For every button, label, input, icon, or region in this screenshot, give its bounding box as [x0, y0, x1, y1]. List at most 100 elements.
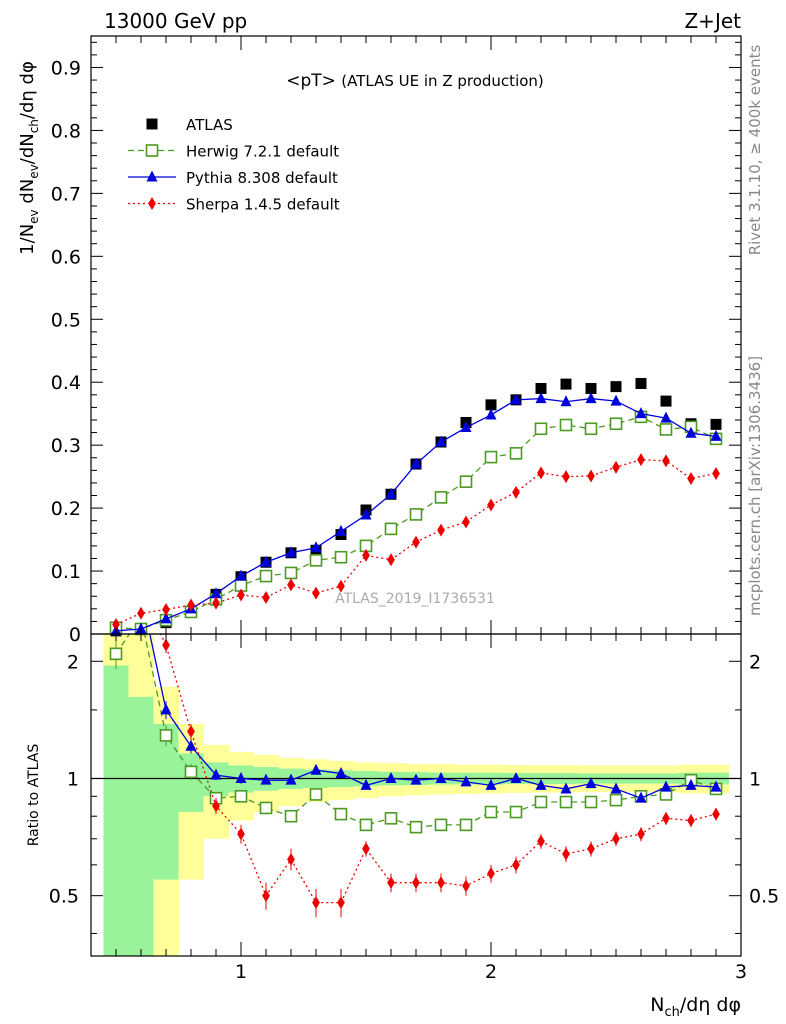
ratio-point: [235, 771, 247, 783]
data-point: [609, 417, 623, 431]
ratio-point: [412, 876, 420, 890]
y-tick-label: 0.5: [51, 309, 81, 331]
data-point: [537, 466, 545, 480]
ratio-point: [460, 775, 472, 787]
ratio-point: [312, 896, 320, 910]
data-point: [687, 472, 695, 486]
ratio-point: [259, 801, 273, 815]
ratio-point: [237, 827, 245, 841]
inner-band-bin: [153, 724, 179, 880]
rivet-label: Rivet 3.1.10, ≥ 400k events: [746, 45, 764, 256]
main-plot-marks: [109, 377, 723, 637]
x-tick-label: 2: [485, 961, 497, 983]
inner-band-bin: [128, 696, 154, 956]
data-point: [385, 487, 397, 499]
data-point: [610, 394, 622, 406]
data-point: [160, 612, 172, 624]
legend-marker: [146, 170, 158, 182]
ratio-point: [162, 638, 170, 652]
data-point: [437, 523, 445, 537]
legend-marker: [148, 197, 156, 210]
data-point: [384, 522, 398, 536]
legend: ATLAS Herwig 7.2.1 default Pythia 8.308 de…: [128, 116, 340, 214]
data-point: [534, 422, 548, 436]
series-sherpa-1-4-5-default: [112, 453, 720, 632]
data-point: [585, 383, 597, 395]
ratio-point: [610, 782, 622, 794]
ratio-plot-marks: [109, 586, 723, 918]
ratio-point: [409, 820, 423, 834]
ratio-point: [284, 809, 298, 823]
y-tick-label: 0.3: [51, 435, 81, 457]
data-point: [487, 498, 495, 512]
ratio-point: [309, 788, 323, 801]
header-left: 13000 GeV pp: [104, 9, 247, 33]
ratio-y-tick-label-right: 0.5: [749, 886, 779, 908]
data-point: [585, 392, 597, 404]
x-tick-label: 3: [735, 961, 747, 983]
inner-band-bin: [178, 753, 204, 813]
legend-entry-herwig-7-2-1-default: Herwig 7.2.1 default: [128, 143, 339, 161]
y-tick-label: 0.4: [51, 372, 81, 394]
data-point: [662, 454, 670, 468]
ratio-point: [459, 818, 473, 832]
main-y-axis-label: 1/Nev dNev/dNch/dη dφ: [17, 61, 41, 255]
data-point: [235, 569, 247, 581]
ratio-y-axis-label: Ratio to ATLAS: [26, 744, 42, 847]
legend-entry-sherpa-1-4-5-default: Sherpa 1.4.5 default: [128, 196, 340, 214]
ratio-point: [512, 858, 520, 872]
data-point: [285, 546, 297, 558]
legend-marker: [145, 144, 159, 157]
source-label: mcplots.cern.ch [arXiv:1306.3436]: [746, 356, 764, 616]
ratio-point: [662, 811, 670, 825]
series-pythia-8-308-default: [110, 392, 722, 636]
legend-label: ATLAS: [186, 116, 233, 134]
ratio-point: [434, 818, 448, 832]
ratio-point: [584, 795, 598, 809]
ratio-y-tick-label: 0.5: [49, 886, 79, 908]
ratio-point: [136, 586, 147, 597]
data-point: [660, 411, 672, 423]
data-point: [287, 578, 295, 592]
ratio-uncertainty-bands: [103, 634, 729, 956]
ratio-point: [660, 780, 672, 792]
data-point: [284, 566, 298, 580]
legend-entry-atlas: ATLAS: [146, 116, 233, 134]
ratio-point: [585, 777, 597, 789]
data-point: [584, 422, 598, 436]
ratio-point: [710, 780, 722, 792]
ratio-point: [685, 778, 697, 790]
data-point: [412, 535, 420, 549]
ratio-point: [184, 765, 198, 779]
ratio-point: [510, 771, 522, 783]
legend-label: Herwig 7.2.1 default: [186, 143, 339, 161]
data-point: [310, 541, 322, 553]
ratio-point: [360, 778, 372, 790]
data-point: [560, 395, 572, 407]
data-point: [637, 453, 645, 467]
x-axis-label: Nch/dη dφ: [650, 994, 741, 1020]
data-point: [560, 378, 572, 390]
ratio-point: [260, 773, 272, 785]
data-point: [262, 590, 270, 604]
data-point: [559, 418, 573, 432]
y-tick-label: 0.8: [51, 120, 81, 142]
ratio-point: [310, 763, 322, 775]
ratio-point: [387, 876, 395, 890]
data-point: [334, 550, 348, 564]
ratio-point: [187, 725, 195, 739]
y-tick-label: 0.7: [51, 183, 81, 205]
ratio-point: [185, 739, 197, 751]
ratio-point: [362, 842, 370, 856]
ratio-point: [637, 827, 645, 841]
ratio-point: [210, 768, 222, 780]
y-tick-label: 0.2: [51, 498, 81, 520]
ratio-y-tick-label: 1: [67, 768, 79, 790]
data-point: [485, 399, 497, 411]
data-point: [259, 569, 273, 583]
ratio-point: [687, 813, 695, 827]
legend-marker: [146, 118, 158, 130]
data-point: [610, 381, 622, 393]
data-point: [435, 435, 447, 447]
